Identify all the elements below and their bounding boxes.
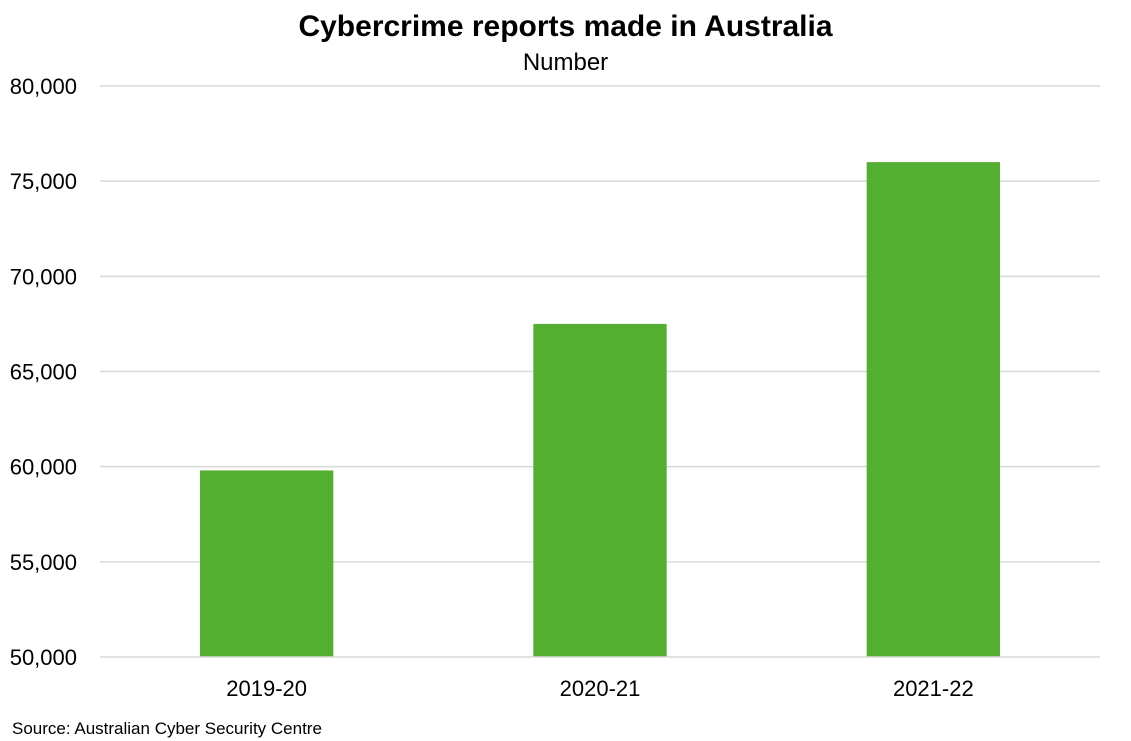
source-note: Source: Australian Cyber Security Centre bbox=[12, 719, 322, 738]
axes: 50,000 55,000 60,000 65,000 70,000 75,000 80,0… bbox=[10, 74, 1100, 701]
chart-subtitle: Number bbox=[522, 49, 609, 76]
y-tick-label: 55,000 bbox=[10, 550, 77, 575]
x-tick-label: 2021-22 bbox=[893, 676, 974, 701]
chart-title: Cybercrime reports made in Australia bbox=[298, 10, 833, 43]
y-tick-label: 70,000 bbox=[10, 264, 77, 289]
bar-2020-21 bbox=[533, 323, 667, 657]
y-tick-label: 50,000 bbox=[10, 645, 77, 670]
y-tick-label: 60,000 bbox=[10, 455, 77, 480]
x-tick-label: 2019-20 bbox=[226, 676, 307, 701]
y-tick-label: 75,000 bbox=[10, 169, 77, 194]
bar-2021-22 bbox=[866, 162, 1000, 657]
y-tick-label: 80,000 bbox=[10, 74, 77, 99]
y-tick-label: 65,000 bbox=[10, 360, 77, 385]
x-tick-label: 2020-21 bbox=[560, 676, 641, 701]
bar-2019-20 bbox=[200, 470, 334, 657]
bars bbox=[200, 162, 1000, 657]
